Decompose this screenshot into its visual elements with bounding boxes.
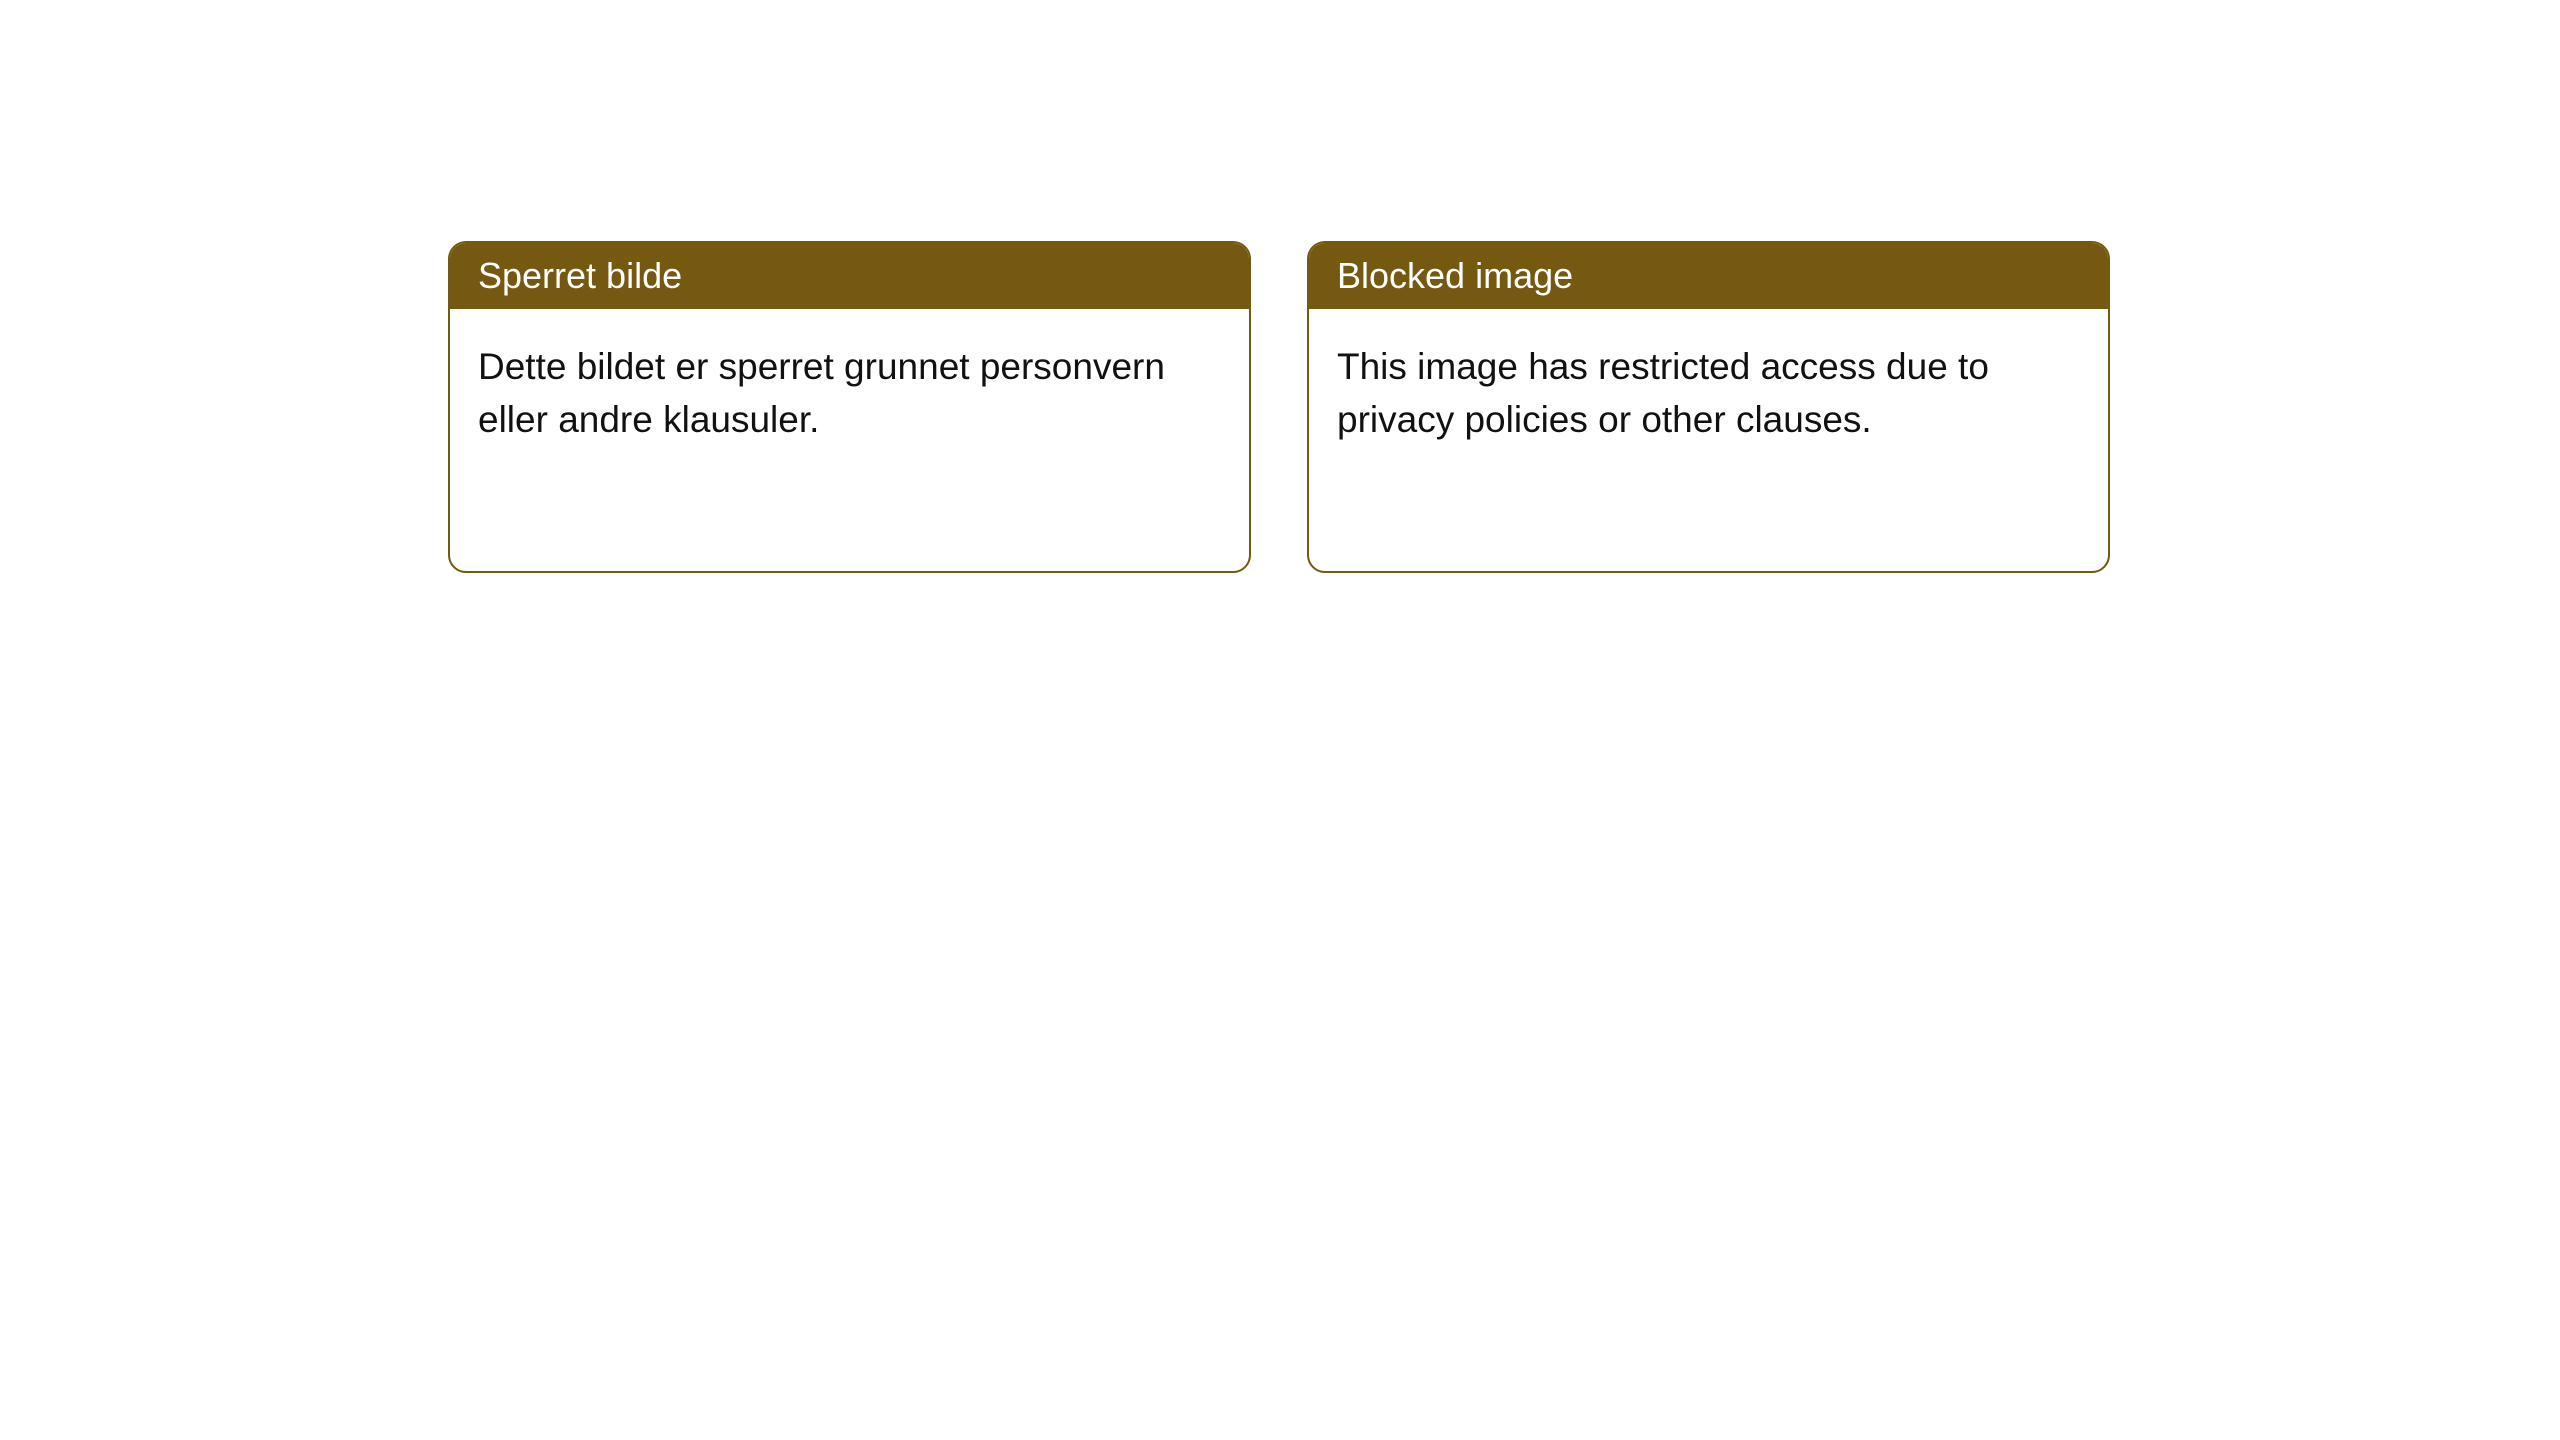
card-body-no: Dette bildet er sperret grunnet personve…: [450, 309, 1249, 502]
card-body-en: This image has restricted access due to …: [1309, 309, 2108, 502]
notice-container: Sperret bilde Dette bildet er sperret gr…: [448, 241, 2110, 573]
card-header-title-en: Blocked image: [1337, 255, 1573, 296]
blocked-image-card-no: Sperret bilde Dette bildet er sperret gr…: [448, 241, 1251, 573]
card-body-text-no: Dette bildet er sperret grunnet personve…: [478, 341, 1221, 446]
card-body-text-en: This image has restricted access due to …: [1337, 341, 2080, 446]
card-header-no: Sperret bilde: [450, 243, 1249, 309]
blocked-image-card-en: Blocked image This image has restricted …: [1307, 241, 2110, 573]
card-header-en: Blocked image: [1309, 243, 2108, 309]
card-header-title-no: Sperret bilde: [478, 255, 682, 296]
